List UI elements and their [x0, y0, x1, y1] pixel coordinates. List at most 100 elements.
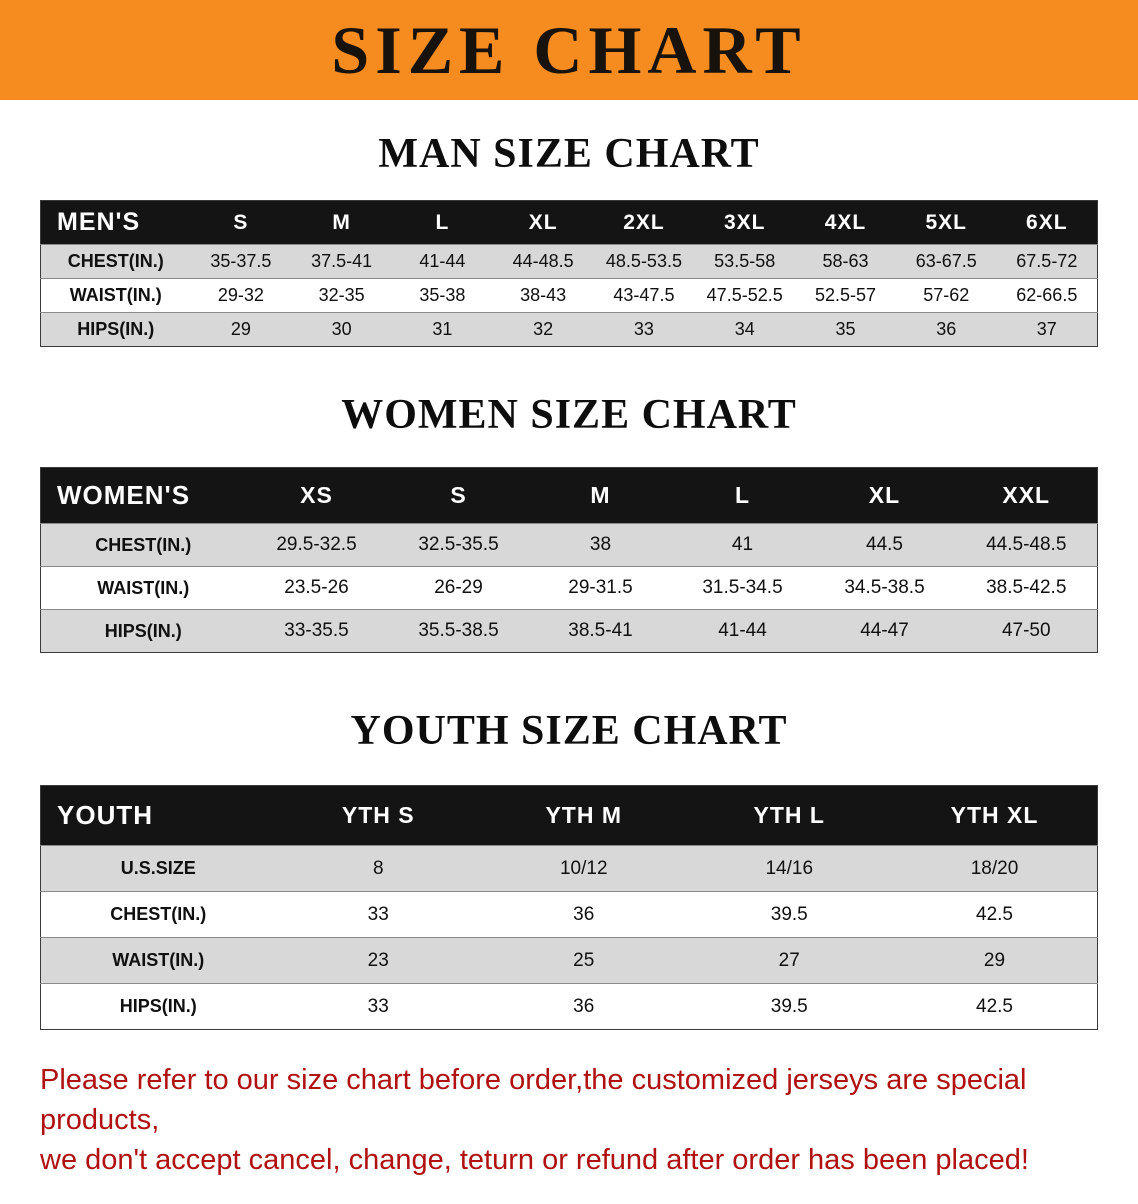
size-header-cell: XS: [245, 467, 388, 524]
size-header-cell: XL: [492, 200, 594, 245]
value-cell: 35-37.5: [210, 251, 272, 271]
table-row: HIPS(IN.) 33 36 39.5 42.5: [40, 983, 1098, 1030]
value-cell: 32.5-35.5: [418, 534, 499, 555]
row-label-cell: WAIST(IN.): [112, 950, 205, 970]
youth-section-heading: YOUTH SIZE CHART: [350, 708, 788, 754]
value-cell: 62-66.5: [1016, 285, 1078, 305]
value-cell: 33-35.5: [284, 620, 349, 641]
table-row: WAIST(IN.) 23 25 27 29: [40, 937, 1098, 984]
value-cell: 31: [432, 319, 453, 339]
value-cell: 30: [331, 319, 352, 339]
value-cell: 41-44: [718, 620, 767, 641]
row-label-cell: U.S.SIZE: [120, 858, 196, 878]
size-header-cell: YTH XL: [892, 785, 1098, 846]
row-label-cell: WAIST(IN.): [69, 285, 162, 305]
value-cell: 29: [230, 319, 251, 339]
value-cell: 8: [372, 857, 384, 879]
value-cell: 36: [573, 995, 595, 1017]
size-chart-banner: SIZE CHART: [0, 0, 1138, 100]
value-cell: 58-63: [822, 251, 869, 271]
row-label-cell: CHEST(IN.): [67, 251, 164, 271]
row-label-cell: HIPS(IN.): [104, 620, 182, 641]
value-cell: 67.5-72: [1016, 251, 1078, 271]
value-cell: 38.5-41: [568, 620, 633, 641]
size-header-cell: YTH M: [481, 785, 687, 846]
value-cell: 23.5-26: [284, 577, 349, 598]
table-header-row: WOMEN'S XS S M L XL XXL: [40, 467, 1098, 524]
women-size-section: WOMEN SIZE CHART WOMEN'S XS S M L XL XXL CHEST(…: [0, 391, 1138, 653]
value-cell: 37.5-41: [311, 251, 373, 271]
row-label-cell: HIPS(IN.): [77, 319, 155, 339]
value-cell: 35-38: [419, 285, 466, 305]
youth-size-table: YOUTH YTH S YTH M YTH L YTH XL U.S.SIZE 8 10/12…: [40, 785, 1098, 1030]
size-header-cell: 2XL: [593, 200, 695, 245]
size-header-cell: L: [671, 467, 814, 524]
value-cell: 32-35: [318, 285, 365, 305]
value-cell: 34: [734, 319, 755, 339]
youth-size-section: YOUTH SIZE CHART YOUTH YTH S YTH M YTH L YTH…: [0, 707, 1138, 1030]
value-cell: 27: [778, 949, 800, 971]
table-header-row: MEN'S S M L XL 2XL 3XL 4XL 5XL 6XL: [40, 200, 1098, 245]
value-cell: 36: [573, 903, 595, 925]
row-label-cell: HIPS(IN.): [119, 996, 197, 1016]
banner-title: SIZE CHART: [331, 12, 807, 88]
value-cell: 44.5: [866, 534, 903, 555]
value-cell: 47-50: [1001, 620, 1051, 641]
value-cell: 18/20: [970, 857, 1019, 879]
value-cell: 57-62: [923, 285, 970, 305]
women-size-table: WOMEN'S XS S M L XL XXL CHEST(IN.) 29.5-32.5 32.5…: [40, 467, 1098, 653]
table-row: HIPS(IN.) 33-35.5 35.5-38.5 38.5-41 41-44 44-…: [40, 609, 1098, 653]
value-cell: 34.5-38.5: [844, 577, 925, 598]
men-size-section: MAN SIZE CHART MEN'S S M L XL 2XL 3XL 4XL 5XL 6XL…: [0, 130, 1138, 347]
women-section-heading: WOMEN SIZE CHART: [341, 392, 797, 438]
row-label-cell: WAIST(IN.): [97, 577, 190, 598]
value-cell: 44-48.5: [512, 251, 574, 271]
value-cell: 35.5-38.5: [418, 620, 499, 641]
value-cell: 44.5-48.5: [986, 534, 1067, 555]
table-row: WAIST(IN.) 29-32 32-35 35-38 38-43 43-47.5 47.…: [40, 278, 1098, 313]
value-cell: 26-29: [434, 577, 483, 598]
size-header-cell: L: [392, 200, 493, 245]
men-size-table: MEN'S S M L XL 2XL 3XL 4XL 5XL 6XL CHEST(IN.) 35-37…: [40, 200, 1098, 347]
value-cell: 33: [367, 995, 389, 1017]
table-row: WAIST(IN.) 23.5-26 26-29 29-31.5 31.5-34.5 34…: [40, 566, 1098, 610]
row-label-cell: CHEST(IN.): [110, 904, 207, 924]
value-cell: 33: [633, 319, 654, 339]
value-cell: 63-67.5: [915, 251, 977, 271]
table-header-row: YOUTH YTH S YTH M YTH L YTH XL: [40, 785, 1098, 846]
value-cell: 29-32: [217, 285, 264, 305]
value-cell: 44-47: [860, 620, 909, 641]
table-title-cell: MEN'S: [40, 200, 191, 245]
value-cell: 23: [367, 949, 389, 971]
footer-line-1: Please refer to our size chart before or…: [40, 1064, 1027, 1137]
value-cell: 29.5-32.5: [276, 534, 357, 555]
table-row: U.S.SIZE 8 10/12 14/16 18/20: [40, 845, 1098, 892]
value-cell: 14/16: [765, 857, 814, 879]
value-cell: 41-44: [419, 251, 466, 271]
value-cell: 41: [731, 534, 754, 555]
size-header-cell: M: [529, 467, 672, 524]
table-row: HIPS(IN.) 29 30 31 32 33 34 35 36 37: [40, 312, 1098, 347]
men-section-heading: MAN SIZE CHART: [378, 131, 760, 177]
value-cell: 38: [589, 534, 612, 555]
value-cell: 29: [983, 949, 1006, 971]
size-header-cell: 3XL: [694, 200, 796, 245]
table-row: CHEST(IN.) 29.5-32.5 32.5-35.5 38 41 44.5 44.5…: [40, 523, 1098, 567]
table-title-cell: WOMEN'S: [40, 467, 246, 524]
table-title-cell: YOUTH: [40, 785, 276, 846]
value-cell: 48.5-53.5: [605, 251, 682, 271]
table-row: CHEST(IN.) 33 36 39.5 42.5: [40, 891, 1098, 938]
footer-line-2: we don't accept cancel, change, teturn o…: [40, 1144, 1029, 1177]
value-cell: 47.5-52.5: [706, 285, 783, 305]
value-cell: 25: [573, 949, 595, 971]
value-cell: 37: [1036, 319, 1057, 339]
value-cell: 52.5-57: [814, 285, 876, 305]
table-row: CHEST(IN.) 35-37.5 37.5-41 41-44 44-48.5 48.5…: [40, 244, 1098, 279]
value-cell: 39.5: [770, 995, 808, 1017]
value-cell: 43-47.5: [613, 285, 675, 305]
value-cell: 53.5-58: [714, 251, 776, 271]
size-header-cell: XXL: [955, 467, 1098, 524]
value-cell: 29-31.5: [568, 577, 633, 598]
value-cell: 31.5-34.5: [702, 577, 783, 598]
value-cell: 38.5-42.5: [986, 577, 1067, 598]
